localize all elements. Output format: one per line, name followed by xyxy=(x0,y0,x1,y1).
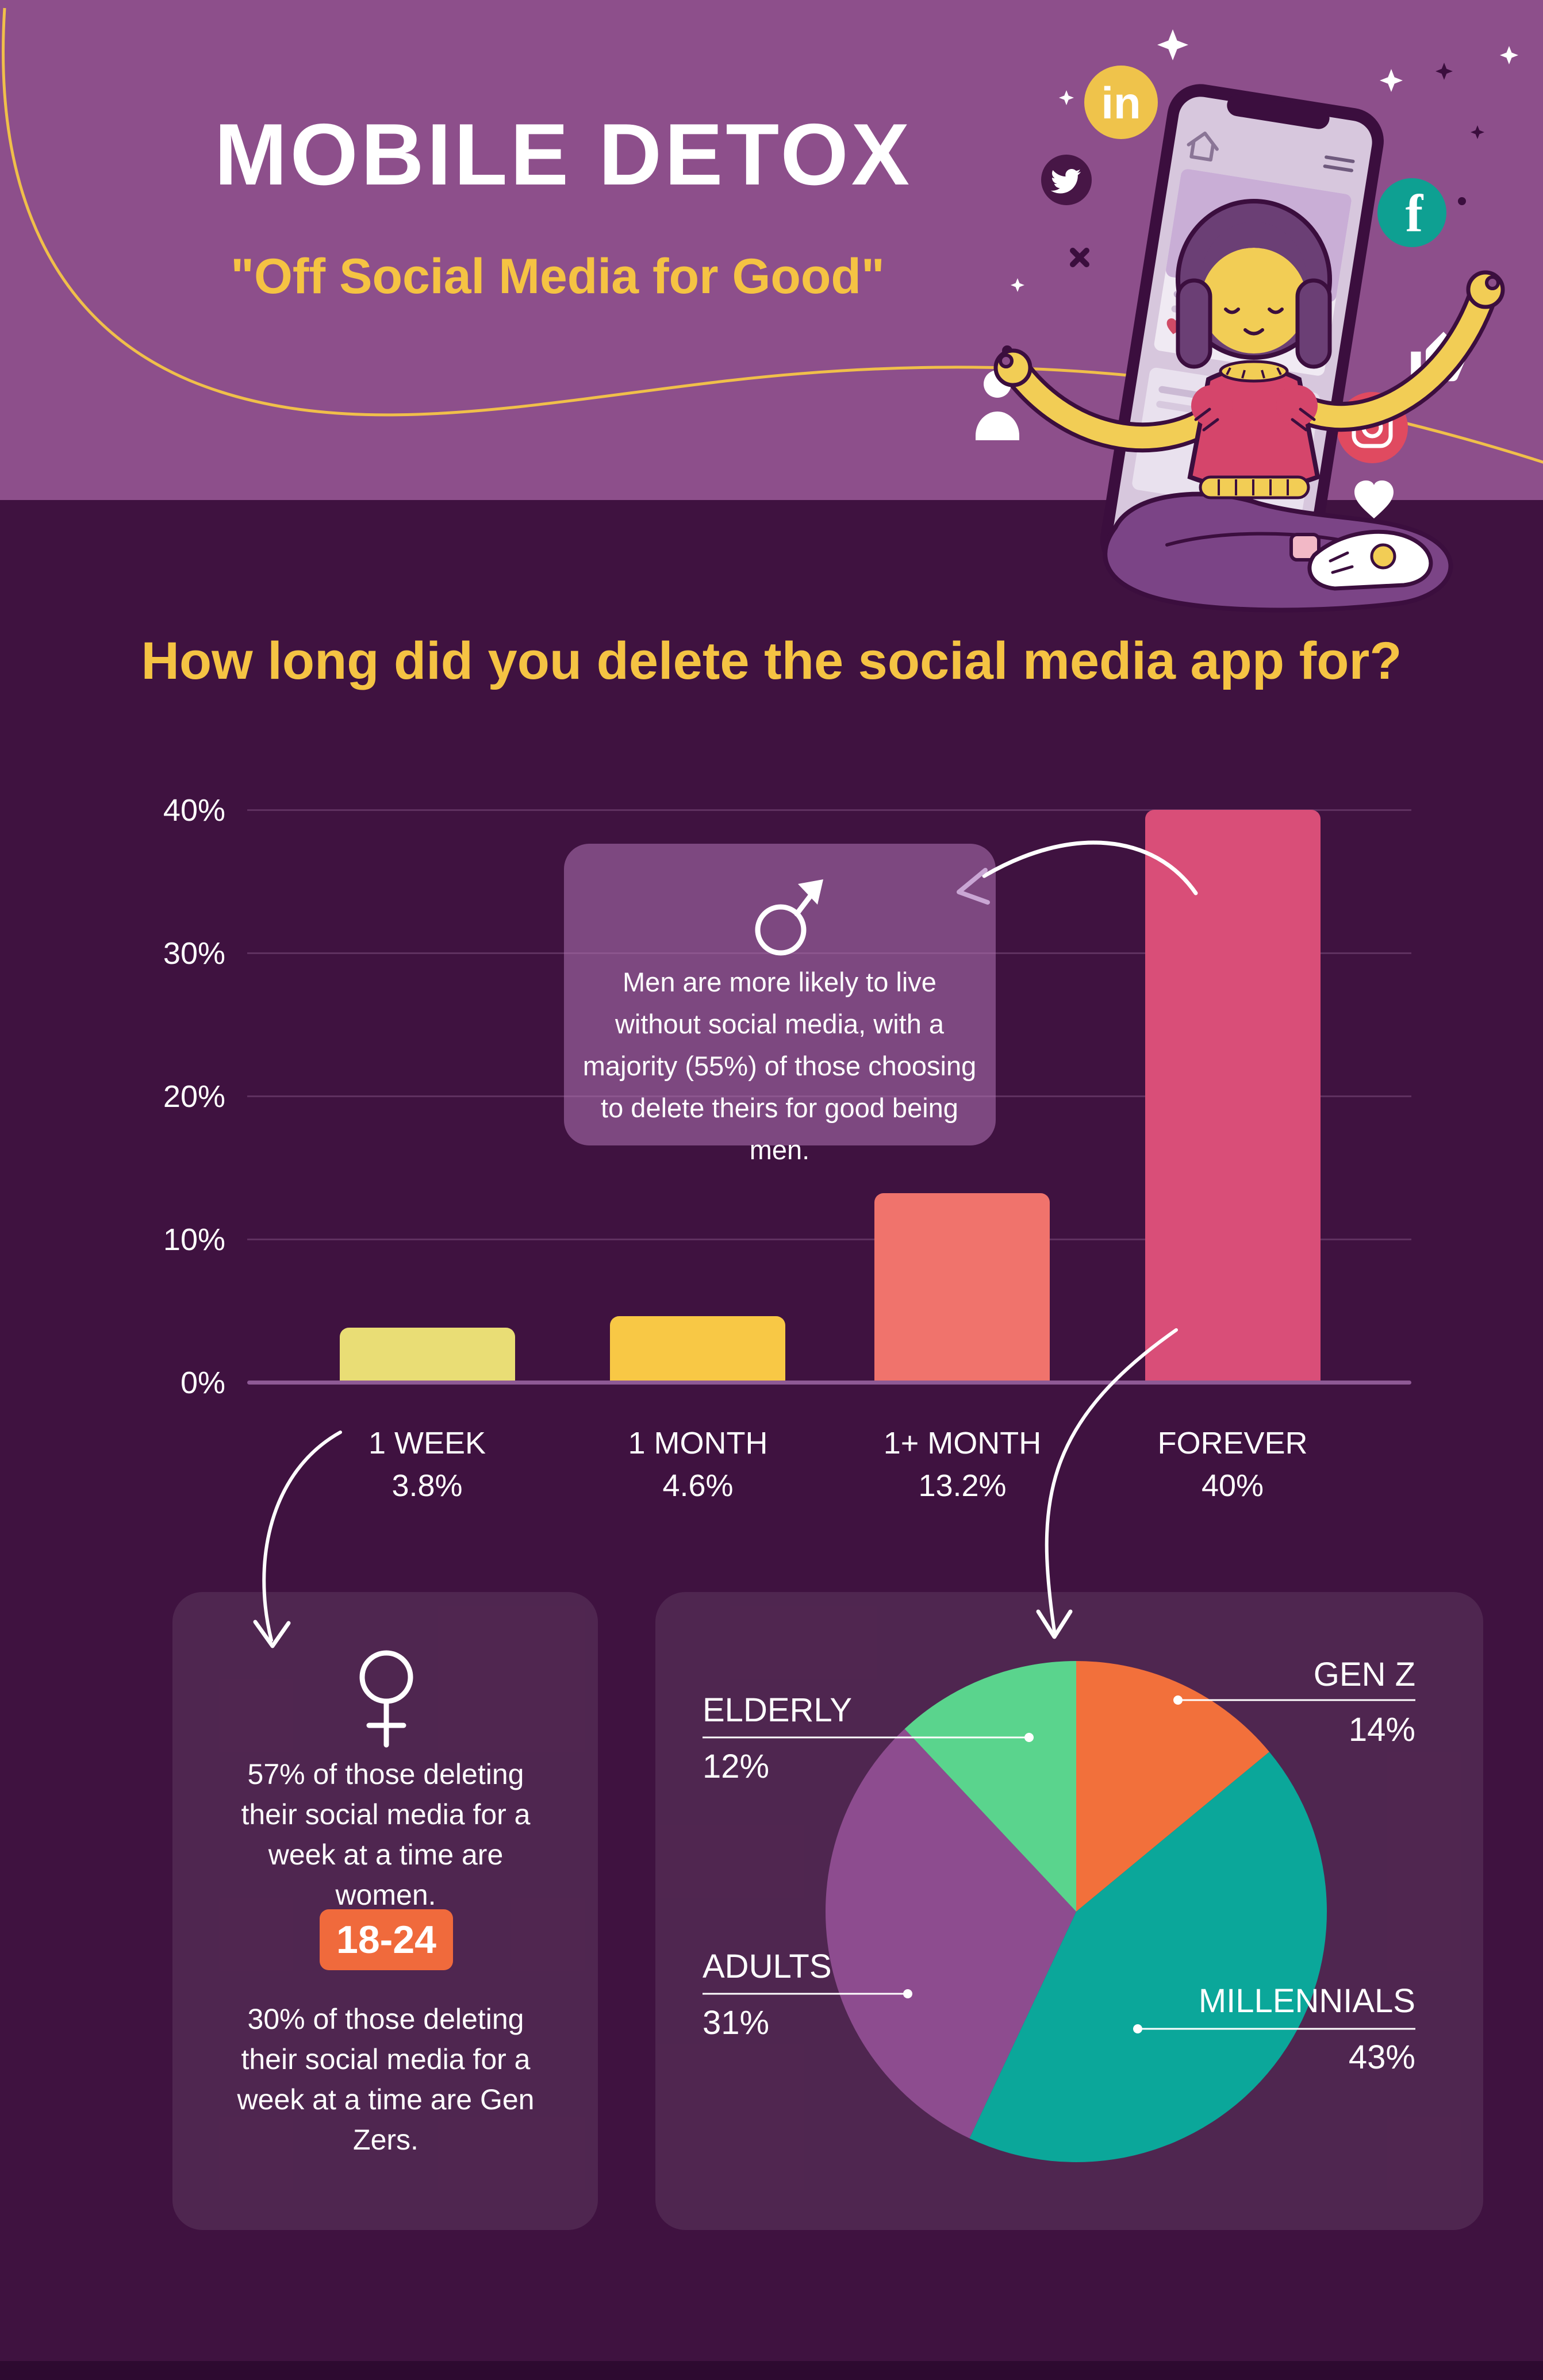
category-name: 1 WEEK xyxy=(368,1426,486,1460)
female-icon xyxy=(359,1650,413,1748)
meditating-woman xyxy=(993,199,1505,613)
category-value: 3.8% xyxy=(391,1468,463,1503)
y-tick-40: 40% xyxy=(163,793,225,828)
gridline-10 xyxy=(247,1239,1411,1240)
category-name: 1 MONTH xyxy=(628,1426,768,1460)
male-callout-text: Men are more likely to live without soci… xyxy=(582,967,977,1165)
pie-leader-dots xyxy=(903,1695,1183,2033)
pie-label-elderly: ELDERLY xyxy=(703,1691,853,1729)
pie-label-adults: ADULTS xyxy=(703,1948,832,1985)
y-tick-10: 10% xyxy=(163,1222,225,1257)
gridline-40 xyxy=(247,809,1411,811)
stat-women: 57% of those deleting their social media… xyxy=(241,1758,531,1911)
bar-forever xyxy=(1145,810,1321,1382)
linkedin-icon: in xyxy=(1084,66,1158,139)
pie-slice-millennials xyxy=(969,1752,1327,2162)
male-icon xyxy=(755,879,823,956)
pie-label-millennials: MILLENNIALS xyxy=(1198,1982,1415,2020)
pie-value-genz: 14% xyxy=(1348,1711,1415,1748)
header-illustration: in f xyxy=(976,29,1518,613)
pie-label-genz: GEN Z xyxy=(1313,1656,1415,1693)
y-tick-30: 30% xyxy=(163,936,225,971)
pie-value-millennials: 43% xyxy=(1348,2039,1415,2076)
category-value: 4.6% xyxy=(662,1468,734,1503)
y-tick-0: 0% xyxy=(180,1366,225,1400)
category-name: 1+ MONTH xyxy=(883,1426,1042,1460)
heart-icon xyxy=(1354,480,1394,518)
y-tick-20: 20% xyxy=(163,1079,225,1114)
home-icon xyxy=(1187,131,1219,162)
facebook-icon: f xyxy=(1377,178,1446,247)
pie-slices xyxy=(826,1661,1327,2162)
x-axis-line xyxy=(247,1381,1411,1385)
bar-1-month xyxy=(610,1316,785,1382)
twitter-icon xyxy=(1041,155,1092,205)
menu-icon xyxy=(1323,155,1355,172)
pie-value-elderly: 12% xyxy=(703,1748,770,1785)
category-label-1-week: 1 WEEK 3.8% xyxy=(306,1422,548,1507)
category-value: 13.2% xyxy=(918,1468,1007,1503)
category-label-1plus-month: 1+ MONTH 13.2% xyxy=(842,1422,1083,1507)
svg-text:in: in xyxy=(1101,78,1141,128)
svg-text:f: f xyxy=(1406,184,1424,243)
pie-slice-gen-z xyxy=(1076,1661,1269,1912)
bar-1-week xyxy=(340,1328,515,1382)
pie-slice-elderly xyxy=(904,1661,1076,1912)
footer-strip xyxy=(0,2361,1543,2380)
male-callout-card xyxy=(564,844,996,1145)
category-name: FOREVER xyxy=(1157,1426,1308,1460)
age-badge: 18-24 xyxy=(320,1909,453,1970)
pie-slice-adults xyxy=(826,1729,1076,2139)
pie-value-adults: 31% xyxy=(703,2004,770,2041)
section-question: How long did you delete the social media… xyxy=(141,632,1402,690)
page-title: MOBILE DETOX xyxy=(214,106,913,203)
stat-genz: 30% of those deleting their social media… xyxy=(237,2003,535,2156)
category-label-1-month: 1 MONTH 4.6% xyxy=(577,1422,819,1507)
bar-1plus-month xyxy=(874,1193,1050,1382)
pie-leader-lines xyxy=(703,1699,1415,2030)
category-value: 40% xyxy=(1201,1468,1264,1503)
page-subtitle: "Off Social Media for Good" xyxy=(231,249,885,304)
pie-chart xyxy=(703,1661,1415,2162)
category-label-forever: FOREVER 40% xyxy=(1112,1422,1353,1507)
